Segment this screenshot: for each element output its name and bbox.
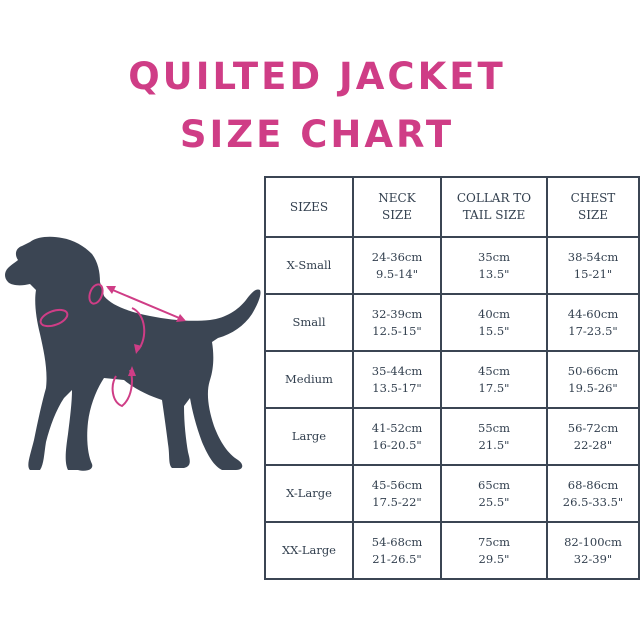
girth-arrowhead [128, 366, 136, 376]
neck-cell: 45-56cm 17.5-22" [352, 464, 442, 523]
header-sizes: SIZES [264, 176, 354, 238]
neck-cell: 32-39cm 12.5-15" [352, 293, 442, 352]
size-label: X-Large [264, 464, 354, 523]
table-row: XX-Large 54-68cm 21-26.5" 75cm 29.5" 82-10… [264, 521, 640, 580]
length-cell: 55cm 21.5" [440, 407, 548, 466]
neck-cell: 41-52cm 16-20.5" [352, 407, 442, 466]
header-neck-size: NECK SIZE [352, 176, 442, 238]
dog-measurement-illustration [5, 236, 261, 471]
header-collar-to-tail-size: COLLAR TO TAIL SIZE [440, 176, 548, 238]
length-arrow [107, 287, 185, 321]
table-row: X-Large 45-56cm 17.5-22" 65cm 25.5" 68-86c… [264, 464, 640, 523]
neck-cell: 24-36cm 9.5-14" [352, 236, 442, 295]
header-row: SIZES NECK SIZE COLLAR TO TAIL SIZE CHES… [264, 176, 640, 238]
length-arrowhead-left [106, 286, 116, 294]
size-chart-table: SIZES NECK SIZE COLLAR TO TAIL SIZE CHES… [264, 176, 640, 580]
neck-measure-loop-2 [88, 283, 104, 305]
page-subtitle: SIZE CHART [179, 113, 455, 156]
size-label: Large [264, 407, 354, 466]
length-cell: 65cm 25.5" [440, 464, 548, 523]
chest-cell: 44-60cm 17-23.5" [546, 293, 640, 352]
chest-arrowhead [134, 344, 142, 354]
page-title: QUILTED JACKET [128, 55, 506, 98]
dog-silhouette [5, 236, 261, 471]
chest-cell: 56-72cm 22-28" [546, 407, 640, 466]
size-label: XX-Large [264, 521, 354, 580]
size-label: Medium [264, 350, 354, 409]
header-chest-size: CHEST SIZE [546, 176, 640, 238]
table-row: Large 41-52cm 16-20.5" 55cm 21.5" 56-72cm 2… [264, 407, 640, 466]
table-row: Medium 35-44cm 13.5-17" 45cm 17.5" 50-66cm… [264, 350, 640, 409]
chest-cell: 38-54cm 15-21" [546, 236, 640, 295]
chest-cell: 82-100cm 32-39" [546, 521, 640, 580]
neck-cell: 35-44cm 13.5-17" [352, 350, 442, 409]
neck-cell: 54-68cm 21-26.5" [352, 521, 442, 580]
chest-cell: 68-86cm 26.5-33.5" [546, 464, 640, 523]
neck-measure-loop [39, 308, 69, 328]
size-label: X-Small [264, 236, 354, 295]
table-row: Small 32-39cm 12.5-15" 40cm 15.5" 44-60cm 1… [264, 293, 640, 352]
length-cell: 75cm 29.5" [440, 521, 548, 580]
length-cell: 40cm 15.5" [440, 293, 548, 352]
girth-measure-loop [111, 369, 133, 408]
length-cell: 45cm 17.5" [440, 350, 548, 409]
length-cell: 35cm 13.5" [440, 236, 548, 295]
length-arrowhead-right [176, 314, 186, 322]
chest-cell: 50-66cm 19.5-26" [546, 350, 640, 409]
table-row: X-Small 24-36cm 9.5-14" 35cm 13.5" 38-54cm… [264, 236, 640, 295]
size-label: Small [264, 293, 354, 352]
